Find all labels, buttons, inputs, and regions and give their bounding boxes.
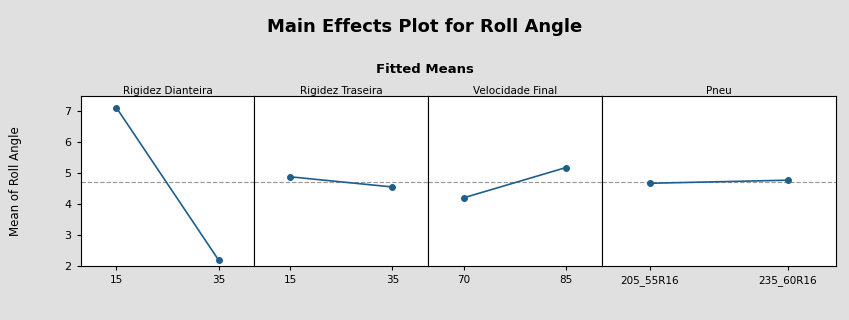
- Text: Rigidez Traseira: Rigidez Traseira: [300, 86, 383, 96]
- Text: Rigidez Dianteira: Rigidez Dianteira: [122, 86, 212, 96]
- Text: Fitted Means: Fitted Means: [375, 63, 474, 76]
- Text: Pneu: Pneu: [706, 86, 732, 96]
- Text: Main Effects Plot for Roll Angle: Main Effects Plot for Roll Angle: [267, 18, 582, 36]
- Text: Velocidade Final: Velocidade Final: [473, 86, 557, 96]
- Text: Mean of Roll Angle: Mean of Roll Angle: [8, 126, 22, 236]
